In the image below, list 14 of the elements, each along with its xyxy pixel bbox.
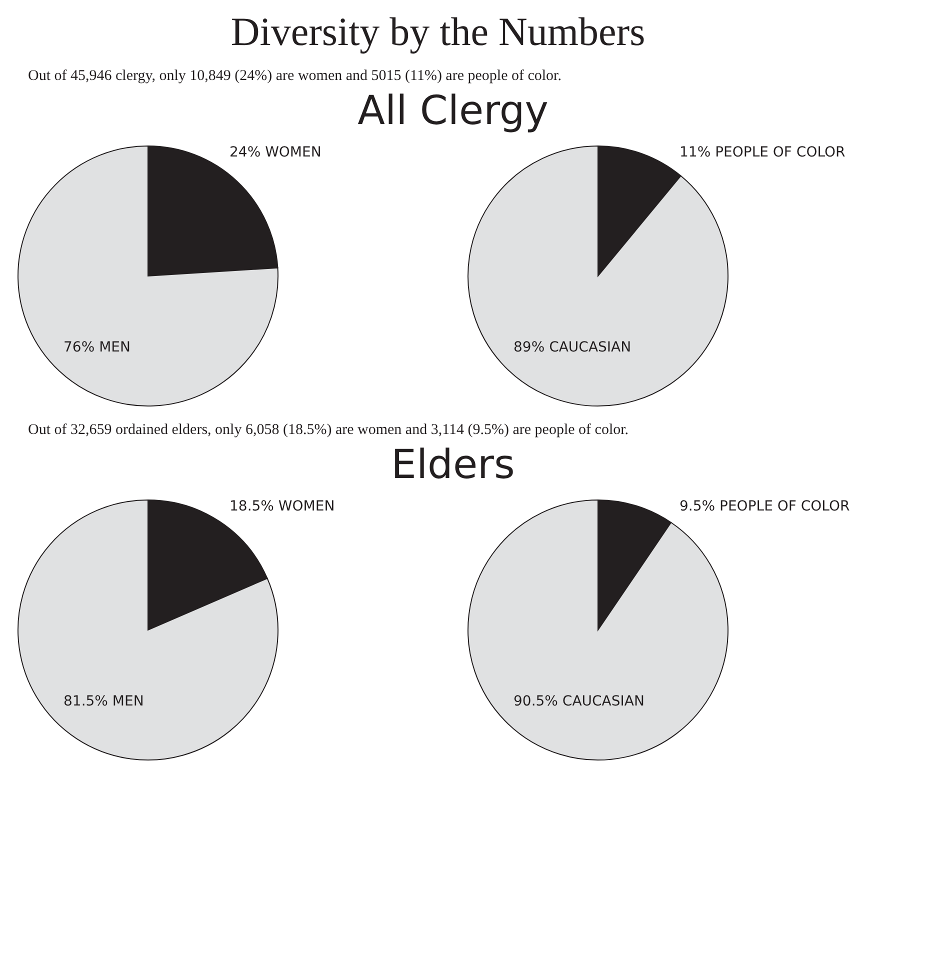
text: All Clergy xyxy=(358,88,548,134)
slice-label: 18.5% WOMEN xyxy=(230,498,335,514)
slice-label: 11% PEOPLE OF COLOR xyxy=(680,144,846,160)
slice-label: 81.5% MEN xyxy=(64,694,144,710)
slice-label: 9.5% PEOPLE OF COLOR xyxy=(680,498,850,514)
chart-subtitle: Out of 45,946 clergy, only 10,849 (24%) are women and 5015 (11%) are people of color. xyxy=(28,68,562,84)
chart-subtitle: Out of 32,659 ordained elders, only 6,058 (18.5%) are women and 3,114 (9.5%) are people of color. xyxy=(28,422,629,438)
text: Elders xyxy=(391,442,515,488)
slice-label: 76% MEN xyxy=(64,340,130,356)
slice-label: 90.5% CAUCASIAN xyxy=(514,694,644,710)
text: Diversity by the Numbers xyxy=(230,9,646,54)
pie-slice xyxy=(18,500,278,760)
slice-label: 24% WOMEN xyxy=(230,144,322,160)
slice-label: 89% CAUCASIAN xyxy=(514,340,632,356)
